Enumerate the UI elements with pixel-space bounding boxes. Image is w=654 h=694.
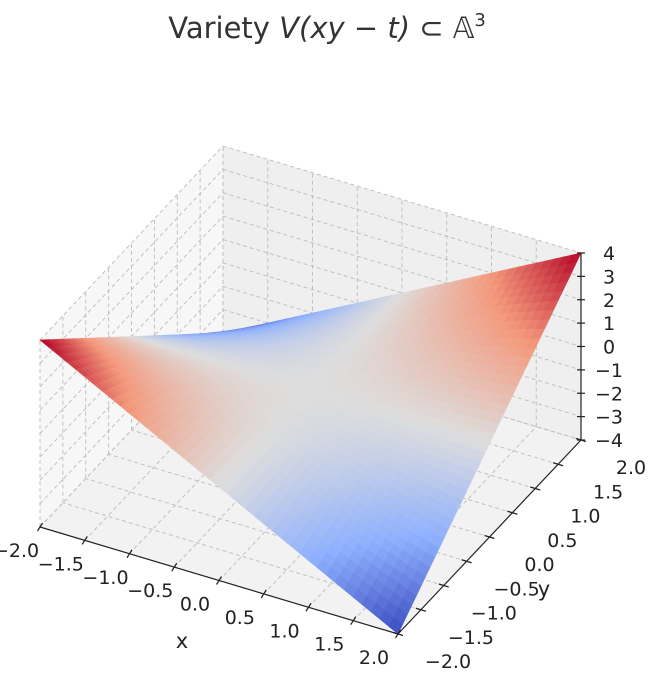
z-tick-label: −1: [595, 360, 623, 382]
z-tick-label: 0: [603, 337, 615, 359]
y-tick-label: 0.0: [524, 554, 554, 576]
tick-mark: [415, 607, 427, 612]
z-tick-label: −4: [595, 430, 623, 452]
y-tick-label: 2.0: [616, 457, 646, 479]
tick-mark: [507, 510, 518, 515]
z-tick-label: −2: [595, 383, 623, 405]
x-tick-label: 1.0: [269, 620, 299, 642]
surface-patch: [388, 616, 403, 635]
chart-title: Variety V(xy − t) ⊂ 𝔸3: [168, 10, 486, 45]
tick-mark: [171, 562, 178, 572]
x-axis-label: x: [176, 629, 188, 653]
grid-line: [222, 145, 582, 254]
x-tick-label: 2.0: [359, 647, 389, 669]
z-tick-label: −3: [595, 407, 623, 429]
tick-mark: [81, 536, 88, 545]
tick-mark: [484, 534, 495, 540]
tick-mark: [461, 559, 472, 564]
tick-mark: [552, 462, 564, 467]
z-tick-label: 1: [603, 313, 615, 335]
x-tick-label: −2.0: [0, 540, 39, 562]
y-axis-label: y: [538, 577, 550, 601]
grid-line: [222, 309, 582, 418]
x-tick-label: 0.5: [225, 607, 255, 629]
tick-mark: [305, 602, 312, 612]
surface-mesh: [39, 252, 582, 635]
y-tick-label: −1.0: [471, 603, 517, 625]
grid-line: [222, 332, 582, 441]
tick-mark: [260, 589, 267, 599]
grid-line: [222, 168, 582, 277]
y-tick-label: −0.5: [494, 578, 540, 600]
tick-marks: −2.0−1.5−1.0−0.50.00.51.01.52.0 −2.0−1.5−…: [0, 243, 646, 673]
grid-line: [85, 478, 444, 586]
grid-line: [39, 169, 224, 364]
grid-line: [39, 332, 224, 528]
x-tick-label: 0.0: [180, 594, 210, 616]
title-mid: ⊂: [410, 11, 453, 45]
z-tick-label: 4: [603, 243, 615, 265]
grid-line: [108, 453, 467, 562]
z-tick-label: 2: [603, 290, 615, 312]
y-tick-label: −2.0: [425, 651, 471, 673]
x-tick-label: −1.5: [38, 553, 84, 575]
tick-mark: [530, 486, 541, 491]
title-space: 𝔸: [453, 11, 475, 45]
y-tick-label: 0.5: [547, 530, 577, 552]
tick-mark: [350, 616, 357, 625]
x-tick-label: −1.0: [82, 567, 128, 589]
tick-mark: [215, 576, 223, 585]
x-tick-label: −0.5: [127, 580, 173, 602]
y-tick-label: 1.5: [593, 481, 623, 503]
tick-mark: [36, 522, 44, 532]
y-tick-label: −1.5: [448, 627, 494, 649]
grid-line: [39, 145, 224, 341]
x-tick-label: 1.5: [314, 634, 344, 656]
z-tick-label: 3: [603, 266, 615, 288]
tick-mark: [438, 583, 449, 588]
title-prefix: Variety: [168, 11, 279, 45]
grid-line: [62, 502, 422, 611]
y-tick-label: 1.0: [570, 506, 600, 528]
tick-mark: [126, 549, 133, 559]
tick-mark: [392, 631, 404, 637]
grid-line: [39, 215, 224, 411]
title-italic: V(xy − t): [279, 11, 410, 45]
title-exp: 3: [474, 10, 485, 31]
